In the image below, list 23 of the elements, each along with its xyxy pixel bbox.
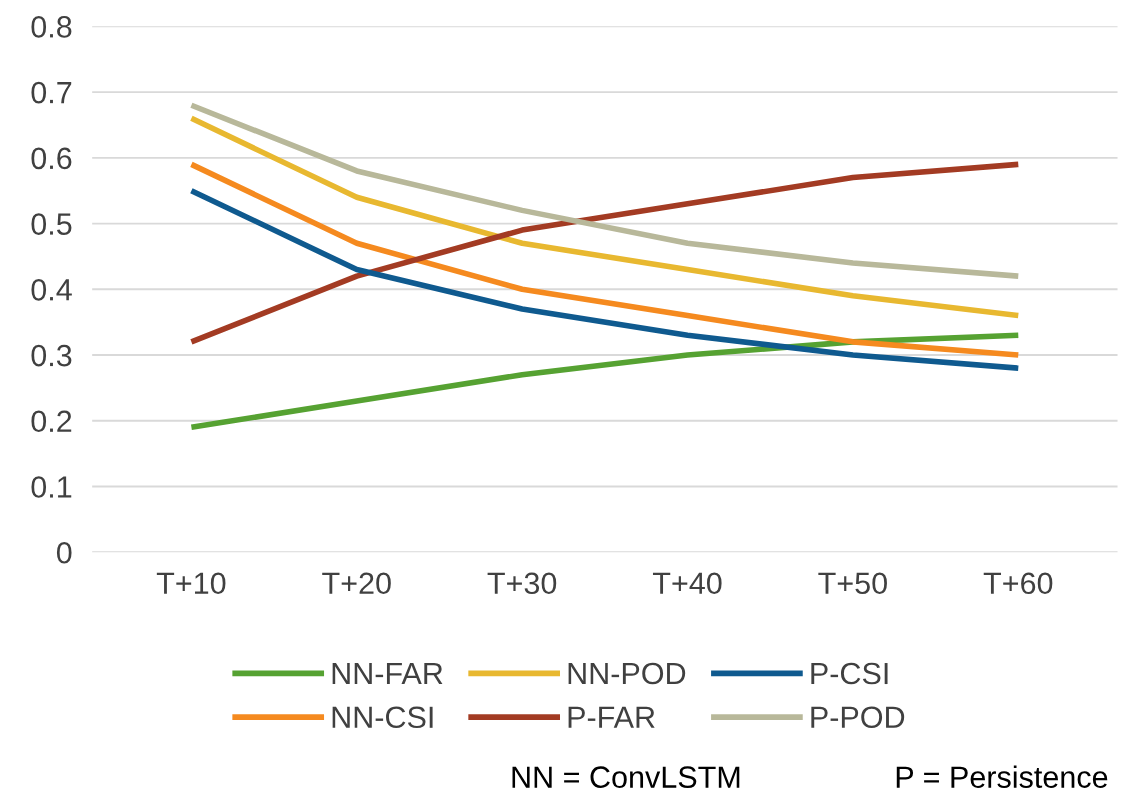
y-tick-label: 0.1 bbox=[31, 476, 72, 498]
y-tick-label: 0.2 bbox=[31, 410, 72, 433]
legend-label: NN-POD bbox=[568, 662, 686, 685]
y-tick-label: 0 bbox=[56, 541, 72, 564]
legend-label: NN-FAR bbox=[332, 663, 443, 685]
y-tick-label: 0.7 bbox=[31, 81, 72, 104]
y-tick-label: 0.3 bbox=[31, 344, 72, 367]
x-tick-label: T+20 bbox=[322, 572, 391, 595]
x-tick-label: T+50 bbox=[818, 572, 887, 595]
x-tick-label: T+40 bbox=[652, 572, 722, 595]
text: P = Persistence bbox=[896, 765, 1108, 788]
x-tick-label: T+60 bbox=[983, 572, 1053, 595]
legend-label: NN-CSI bbox=[332, 706, 433, 729]
text: NN = ConvLSTM bbox=[512, 766, 740, 788]
y-tick-label: 0.6 bbox=[31, 147, 72, 170]
legend-label: P-POD bbox=[811, 706, 905, 729]
legend-label: P-FAR bbox=[568, 706, 655, 728]
y-tick-label: 0.8 bbox=[31, 16, 72, 38]
y-tick-label: 0.4 bbox=[31, 279, 72, 301]
x-tick-label: T+30 bbox=[487, 572, 557, 595]
legend-label: P-CSI bbox=[811, 662, 888, 685]
x-tick-label: T+10 bbox=[156, 572, 226, 595]
y-tick-label: 0.5 bbox=[31, 213, 72, 235]
